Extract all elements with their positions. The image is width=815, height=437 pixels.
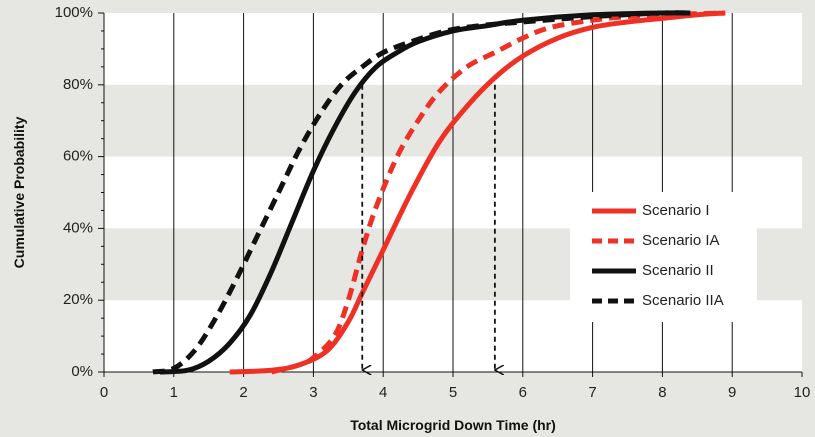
x-tick-label: 7: [588, 384, 596, 401]
x-tick-label: 5: [449, 384, 457, 401]
legend-label-scenario-i: Scenario I: [642, 202, 710, 219]
y-tick-label: 20%: [63, 291, 93, 308]
x-tick-label: 3: [309, 384, 317, 401]
x-tick-label: 0: [100, 384, 108, 401]
series-line-scenario-i: [229, 10, 726, 375]
legend-label-scenario-iia: Scenario IIA: [642, 292, 724, 309]
x-tick-label: 2: [239, 384, 247, 401]
x-tick-label: 6: [519, 384, 527, 401]
x-tick-label: 9: [728, 384, 736, 401]
x-tick-label: 4: [379, 384, 387, 401]
y-tick-label: 60%: [63, 148, 93, 165]
x-axis-title: Total Microgrid Down Time (hr): [350, 417, 556, 433]
y-tick-label: 40%: [63, 219, 93, 236]
series-line-scenario-iia: [152, 10, 691, 375]
y-tick-label: 0%: [71, 363, 93, 380]
y-axis-title: Cumulative Probability: [11, 116, 27, 268]
legend-label-scenario-ii: Scenario II: [642, 262, 714, 279]
x-tick-label: 10: [794, 384, 811, 401]
y-tick-label: 100%: [55, 4, 93, 21]
series-line-scenario-ia: [270, 10, 726, 375]
y-tick-label: 80%: [63, 76, 93, 93]
legend-label-scenario-ia: Scenario IA: [642, 232, 720, 249]
x-tick-label: 8: [658, 384, 666, 401]
x-tick-label: 1: [170, 384, 178, 401]
